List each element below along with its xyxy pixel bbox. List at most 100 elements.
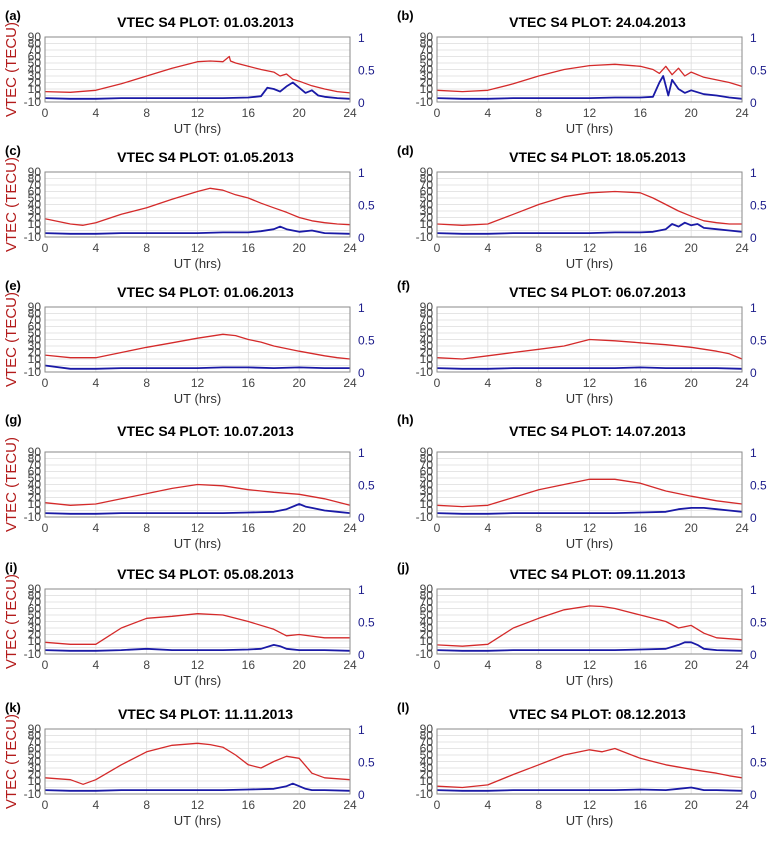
- x-tick: 12: [191, 658, 205, 672]
- y-tick-left: 90: [28, 582, 42, 596]
- y-tick-left: 50: [420, 608, 434, 622]
- x-tick: 4: [484, 521, 491, 535]
- y-tick-left: 70: [28, 313, 42, 327]
- x-tick: 12: [583, 241, 597, 255]
- y-tick-right: 1: [358, 723, 365, 737]
- x-tick: 12: [583, 106, 597, 120]
- x-tick: 20: [292, 658, 306, 672]
- y-tick-left: 70: [420, 43, 434, 57]
- chart-title: VTEC S4 PLOT: 24.04.2013: [509, 14, 686, 30]
- y-tick-left-minor: 80: [420, 729, 434, 743]
- y-axis-label-left: VTEC (TECU): [3, 714, 20, 809]
- y-tick-left-minor: 20: [420, 768, 434, 782]
- x-tick: 4: [484, 376, 491, 390]
- x-tick: 4: [92, 376, 99, 390]
- y-tick-right: 0: [750, 366, 757, 380]
- x-tick: 8: [535, 376, 542, 390]
- y-axis-label-left: VTEC (TECU): [3, 574, 20, 669]
- y-tick-right: 0: [750, 648, 757, 662]
- y-tick-left-minor: 80: [420, 37, 434, 51]
- y-tick-left: -10: [416, 787, 434, 801]
- y-tick-left-minor: 80: [420, 307, 434, 321]
- y-axis-label-left: VTEC (TECU): [3, 157, 20, 252]
- x-tick: 16: [242, 241, 256, 255]
- y-tick-left-minor: 20: [420, 628, 434, 642]
- plot-frame: [44, 588, 351, 655]
- y-tick-left: -10: [416, 647, 434, 661]
- y-tick-right: 0: [358, 788, 365, 802]
- series-line-s4: [44, 81, 351, 100]
- x-tick: 24: [343, 106, 357, 120]
- y-tick-left: 30: [28, 69, 42, 83]
- x-tick: 4: [484, 241, 491, 255]
- y-tick-left-minor: 40: [28, 615, 42, 629]
- y-tick-right: 0: [358, 231, 365, 245]
- x-tick: 0: [42, 106, 49, 120]
- y-tick-left-minor: 20: [28, 491, 42, 505]
- x-axis-label: UT (hrs): [174, 391, 221, 406]
- x-tick: 0: [42, 521, 49, 535]
- y-tick-left: 10: [28, 774, 42, 788]
- x-tick: 0: [434, 376, 441, 390]
- x-tick: 24: [735, 521, 749, 535]
- x-tick: 0: [42, 376, 49, 390]
- y-tick-left: 90: [420, 165, 434, 179]
- y-tick-left: 30: [28, 621, 42, 635]
- y-tick-left: 70: [420, 595, 434, 609]
- x-tick: 8: [143, 658, 150, 672]
- y-axis-label-left: VTEC (TECU): [3, 292, 20, 387]
- y-tick-left: -10: [24, 787, 42, 801]
- panel-label: (a): [5, 8, 21, 23]
- y-axis-label-left: VTEC (TECU): [3, 22, 20, 117]
- y-tick-left-minor: 20: [28, 628, 42, 642]
- y-tick-left: -10: [24, 230, 42, 244]
- x-tick: 12: [191, 798, 205, 812]
- y-tick-left-minor: 60: [420, 602, 434, 616]
- x-tick: 20: [684, 798, 698, 812]
- x-tick: 16: [634, 521, 648, 535]
- y-tick-right: 0: [358, 96, 365, 110]
- x-tick: 0: [42, 658, 49, 672]
- chart-title: VTEC S4 PLOT: 11.11.2013: [118, 706, 293, 722]
- series-line-s4: [436, 786, 743, 792]
- plot-frame: [44, 171, 351, 238]
- y-tick-left: -10: [416, 230, 434, 244]
- y-axis-label-right: S4: [775, 480, 777, 498]
- x-axis-label: UT (hrs): [566, 121, 613, 136]
- y-tick-left-minor: 80: [28, 452, 42, 466]
- y-tick-left: 30: [420, 204, 434, 218]
- y-tick-left-minor: 60: [28, 185, 42, 199]
- x-tick: 12: [583, 658, 597, 672]
- x-tick: 16: [634, 376, 648, 390]
- x-axis-label: UT (hrs): [174, 673, 221, 688]
- x-tick: 24: [343, 521, 357, 535]
- x-tick: 4: [92, 241, 99, 255]
- y-tick-left: 10: [420, 82, 434, 96]
- y-tick-left: -10: [416, 365, 434, 379]
- x-tick: 0: [434, 798, 441, 812]
- x-tick: 20: [292, 241, 306, 255]
- y-tick-left: 50: [28, 471, 42, 485]
- panel-label: (f): [397, 278, 410, 293]
- series-line-vtec: [44, 55, 351, 94]
- x-tick: 0: [434, 106, 441, 120]
- y-tick-left-minor: 0: [426, 359, 433, 373]
- y-tick-left-minor: 60: [420, 742, 434, 756]
- y-tick-left: 70: [28, 178, 42, 192]
- x-tick: 4: [92, 521, 99, 535]
- y-tick-right: 0.5: [750, 479, 767, 493]
- x-tick: 24: [735, 241, 749, 255]
- series-line-vtec: [436, 63, 743, 93]
- y-tick-left-minor: 80: [420, 172, 434, 186]
- y-tick-left-minor: 20: [420, 211, 434, 225]
- x-axis-label: UT (hrs): [566, 391, 613, 406]
- x-axis-label: UT (hrs): [566, 536, 613, 551]
- x-tick: 16: [242, 376, 256, 390]
- y-tick-left-minor: 40: [28, 198, 42, 212]
